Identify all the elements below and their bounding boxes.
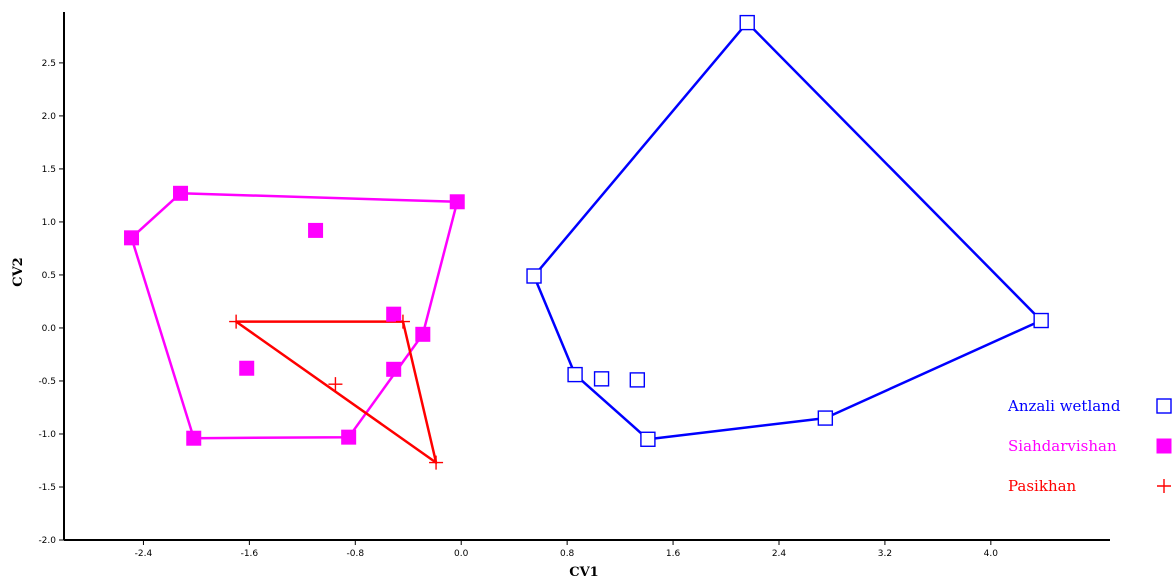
legend-label-siahdarvishan: Siahdarvishan <box>1008 437 1117 455</box>
point-anzali-wetland <box>526 268 542 284</box>
x-tick-label: -0.8 <box>347 549 365 559</box>
legend-marker-pasikhan <box>1157 479 1171 493</box>
point-pasikhan <box>328 377 343 392</box>
y-tick-label: 2.5 <box>42 59 56 69</box>
axes: -2.4 -1.6 -0.8 0.0 0.8 1.6 2.4 3.2 4.0 -2.0 -1.5 -1… <box>38 12 1110 559</box>
point-pasikhan <box>429 455 444 470</box>
x-tick-label: 4.0 <box>984 549 999 559</box>
point-siahdarvishan <box>173 185 189 201</box>
point-anzali-wetland <box>593 371 610 387</box>
x-tick-label: 1.6 <box>666 549 681 559</box>
point-anzali-wetland <box>817 410 834 426</box>
point-siahdarvishan <box>341 429 357 445</box>
hull-pasikhan <box>234 320 438 464</box>
hull-anzali-wetland <box>532 21 1043 441</box>
point-siahdarvishan <box>308 222 324 238</box>
x-tick-label: 0.0 <box>454 549 469 559</box>
legend-label-anzali-wetland: Anzali wetland <box>1007 397 1121 415</box>
y-tick-label: 1.0 <box>42 218 57 228</box>
point-siahdarvishan <box>239 360 255 376</box>
y-tick-label: 2.0 <box>42 112 57 122</box>
point-pasikhan <box>395 314 410 329</box>
y-tick-label: 1.5 <box>42 165 56 175</box>
data-points <box>124 14 1049 470</box>
y-axis-title: CV2 <box>11 257 26 286</box>
y-tick-label: 0.5 <box>42 271 56 281</box>
y-tick-label: -1.0 <box>38 430 56 440</box>
x-tick-label: 3.2 <box>878 549 892 559</box>
point-siahdarvishan <box>449 194 465 210</box>
x-tick-label: -2.4 <box>135 549 153 559</box>
point-siahdarvishan <box>186 430 202 446</box>
y-tick-label: -1.5 <box>38 483 56 493</box>
legend-label-pasikhan: Pasikhan <box>1008 477 1077 495</box>
point-anzali-wetland <box>640 431 656 447</box>
point-anzali-wetland <box>629 372 646 388</box>
point-siahdarvishan <box>124 230 140 246</box>
point-anzali-wetland <box>567 366 583 383</box>
point-anzali-wetland <box>739 14 755 31</box>
point-siahdarvishan <box>386 361 402 377</box>
x-tick-label: 2.4 <box>772 549 787 559</box>
y-tick-label: 0.0 <box>42 324 57 334</box>
legend: Anzali wetland Siahdarvishan Pasikhan <box>1007 397 1172 495</box>
point-anzali-wetland <box>1033 312 1049 329</box>
x-tick-label: 0.8 <box>560 549 575 559</box>
legend-marker-siahdarvishan <box>1156 438 1172 454</box>
y-tick-label: -2.0 <box>38 536 56 546</box>
point-pasikhan <box>229 314 244 329</box>
legend-marker-anzali-wetland <box>1156 398 1172 414</box>
x-tick-label: -1.6 <box>241 549 259 559</box>
convex-hulls <box>130 21 1043 464</box>
hull-siahdarvishan <box>130 192 459 440</box>
y-tick-label: -0.5 <box>38 377 56 387</box>
point-siahdarvishan <box>386 306 402 322</box>
x-axis-title: CV1 <box>569 565 598 580</box>
point-siahdarvishan <box>415 326 431 342</box>
